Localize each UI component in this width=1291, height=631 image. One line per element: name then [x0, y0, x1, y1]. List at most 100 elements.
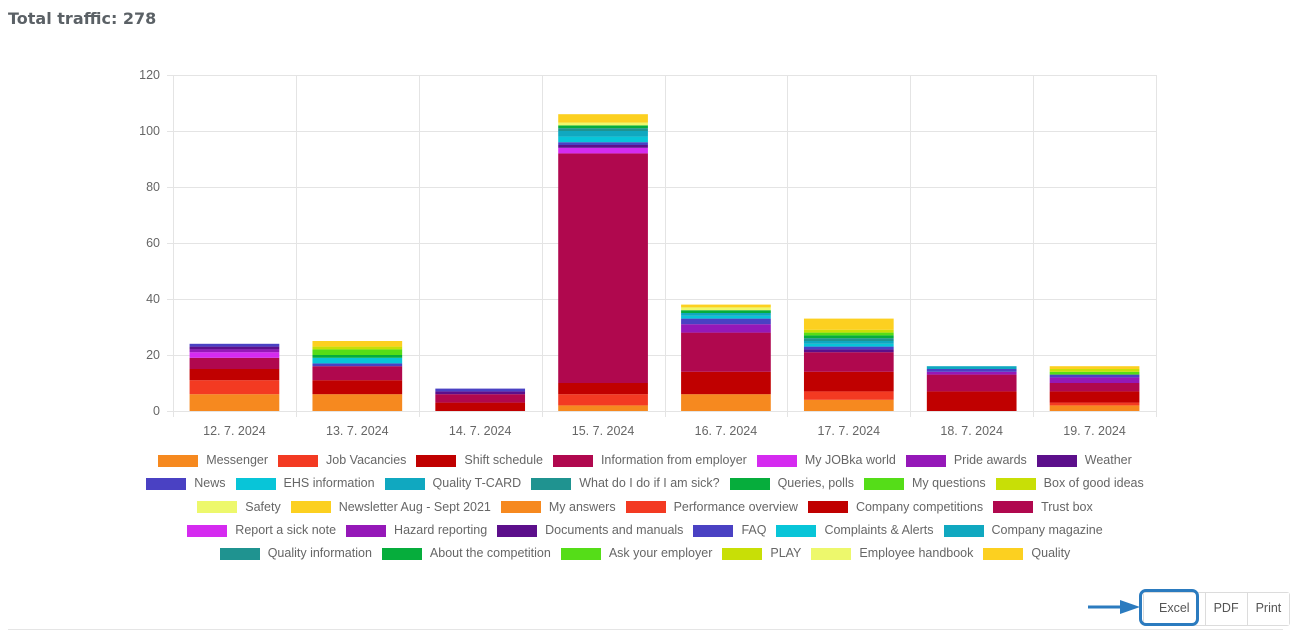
bar-segment-information-from-employer: [1049, 383, 1140, 392]
legend-item[interactable]: Quality T-CARD: [384, 472, 521, 495]
legend-swatch: [864, 477, 904, 490]
bar-segment-shift-schedule: [1049, 391, 1140, 403]
legend-label: My answers: [548, 499, 616, 514]
legend-item[interactable]: My JOBka world: [756, 449, 896, 472]
bar-segment-ehs-information: [681, 315, 771, 319]
legend-swatch: [995, 477, 1036, 490]
stacked-bar-chart: 0 20 40 60 80 100 120 12. 7. 2024 13. 7. 2024 14.…: [139, 68, 1157, 438]
legend-label: Quality: [1031, 546, 1071, 561]
chart-legend: Messenger Job Vacancies Shift schedule Info…: [140, 449, 1150, 565]
legend-item[interactable]: Hazard reporting: [346, 519, 487, 542]
legend-item[interactable]: Company magazine: [943, 519, 1103, 542]
legend-item[interactable]: FAQ: [693, 519, 766, 542]
pdf-export-button[interactable]: PDF: [1205, 593, 1248, 625]
bar-segment-messenger: [1049, 405, 1140, 411]
x-tick-label: 12. 7. 2024: [203, 424, 266, 438]
bar-segment-information-from-employer: [803, 352, 894, 372]
legend-item[interactable]: About the competition: [381, 542, 551, 565]
bar-segment-shift-schedule: [558, 383, 648, 395]
bar-segment-shift-schedule: [681, 371, 771, 395]
bar-segment-news: [558, 142, 648, 145]
annotation-arrow-icon: [1088, 600, 1140, 614]
legend-item[interactable]: Trust box: [993, 496, 1093, 519]
legend-item[interactable]: Job Vacancies: [278, 449, 406, 472]
legend-item[interactable]: Documents and manuals: [497, 519, 683, 542]
legend-label: Quality information: [267, 546, 372, 561]
legend-label: Queries, polls: [777, 476, 854, 491]
legend-swatch: [290, 501, 331, 514]
bar-segment-messenger: [681, 394, 771, 411]
bar-segment-quality-t-card: [803, 341, 894, 344]
y-tick-label: 80: [146, 180, 160, 194]
legend-label: FAQ: [741, 522, 767, 537]
legend-item[interactable]: Ask your employer: [560, 542, 713, 565]
legend-label: Weather: [1084, 453, 1132, 467]
excel-export-button[interactable]: Excel: [1144, 593, 1206, 625]
bar-segment-my-questions: [312, 349, 403, 355]
legend-item[interactable]: Weather: [1036, 449, 1132, 472]
bar-segment-newsletter-aug-sept-2021: [312, 341, 403, 347]
legend-label: Job Vacancies: [326, 453, 407, 467]
legend-label: Ask your employer: [608, 546, 713, 561]
legend-swatch: [776, 524, 817, 537]
legend-item[interactable]: Messenger: [158, 449, 268, 472]
legend-item[interactable]: PLAY: [722, 542, 801, 565]
bar-segment-messenger: [312, 394, 403, 411]
bar-segment-shift-schedule: [189, 369, 280, 381]
legend-item[interactable]: EHS information: [235, 472, 375, 495]
legend-item[interactable]: Report a sick note: [187, 519, 336, 542]
legend-item[interactable]: Box of good ideas: [995, 472, 1144, 495]
bar-segment-what-do-i-do-if-i-am-sick-: [803, 338, 894, 341]
legend-item[interactable]: Safety: [197, 496, 281, 519]
legend-swatch: [756, 454, 797, 467]
legend-item[interactable]: Information from employer: [552, 449, 747, 472]
legend-swatch: [811, 547, 852, 560]
bar-segment-job-vacancies: [1049, 402, 1140, 406]
legend-swatch: [219, 547, 260, 560]
legend-swatch: [983, 547, 1024, 560]
bar-segment-my-jobka-world: [189, 352, 280, 358]
bar-segment-weather: [558, 145, 648, 148]
export-button-group: Excel PDF Print: [1143, 592, 1291, 626]
bar-segment-queries-polls: [558, 125, 648, 129]
legend-item[interactable]: Employee handbook: [811, 542, 973, 565]
legend-item[interactable]: My answers: [500, 496, 616, 519]
x-tick-label: 18. 7. 2024: [940, 424, 1003, 438]
legend-item[interactable]: Shift schedule: [416, 449, 543, 472]
bar-segment-information-from-employer: [435, 394, 526, 403]
bar-segment-news: [189, 343, 280, 347]
legend-item[interactable]: Complaints & Alerts: [776, 519, 934, 542]
legend-swatch: [625, 501, 666, 514]
legend-swatch: [197, 501, 238, 514]
y-tick-label: 120: [139, 68, 160, 82]
bar-segment-newsletter-aug-sept-2021: [1049, 366, 1140, 369]
bar-segment-information-from-employer: [926, 374, 1017, 392]
bar-segment-pride-awards: [926, 371, 1017, 375]
bar-segment-information-from-employer: [189, 357, 280, 369]
bar-segment-box-of-good-ideas: [1049, 369, 1140, 372]
legend-item[interactable]: Performance overview: [625, 496, 798, 519]
legend-label: Company magazine: [991, 522, 1103, 537]
bar-segment-queries-polls: [803, 335, 894, 339]
x-tick-label: 13. 7. 2024: [326, 424, 389, 438]
legend-item[interactable]: Queries, polls: [729, 472, 854, 495]
bar-segment-news: [803, 346, 894, 350]
legend-item[interactable]: What do I do if I am sick?: [531, 472, 720, 495]
legend-item[interactable]: Quality information: [219, 542, 372, 565]
bar-segment-news: [312, 363, 403, 367]
legend-item[interactable]: My questions: [864, 472, 986, 495]
legend-swatch: [729, 477, 770, 490]
print-button[interactable]: Print: [1247, 593, 1290, 625]
y-tick-label: 60: [146, 236, 160, 250]
legend-item[interactable]: Pride awards: [905, 449, 1027, 472]
x-tick-label: 16. 7. 2024: [695, 424, 758, 438]
legend-swatch: [807, 501, 848, 514]
legend-item[interactable]: News: [146, 472, 226, 495]
legend-label: Hazard reporting: [394, 522, 488, 537]
legend-item[interactable]: Newsletter Aug - Sept 2021: [290, 496, 491, 519]
bar-segment-my-questions: [1049, 371, 1140, 375]
bar-segment-queries-polls: [312, 355, 403, 358]
legend-item[interactable]: Quality: [983, 542, 1070, 565]
legend-label: My JOBka world: [804, 453, 896, 467]
legend-item[interactable]: Company competitions: [807, 496, 983, 519]
